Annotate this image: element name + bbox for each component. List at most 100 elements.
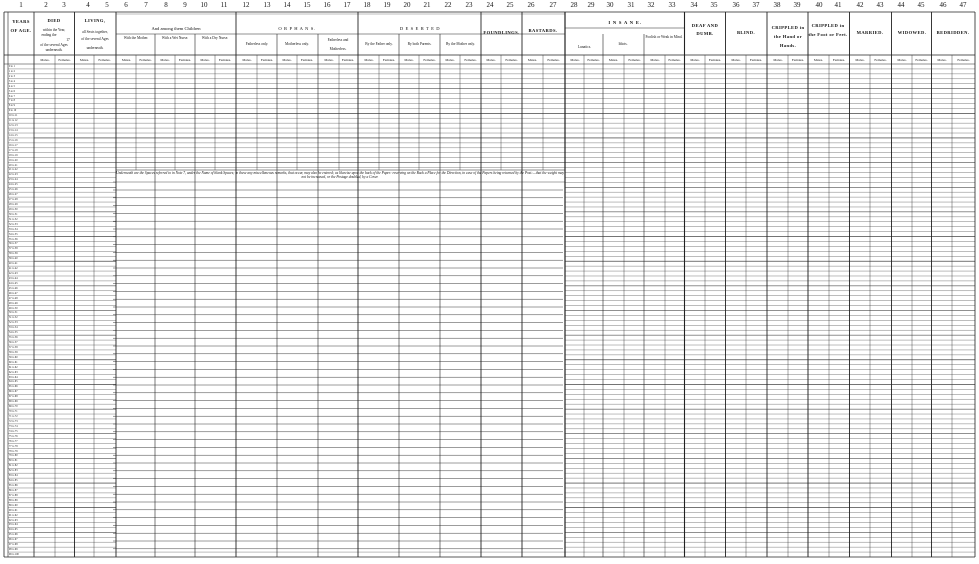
age-row-label: 21 to 22 bbox=[9, 168, 18, 172]
header-living-line: all Sexts together, bbox=[82, 30, 108, 34]
header-living-title: LIVING, bbox=[84, 18, 106, 23]
age-row-label: 15 to 16 bbox=[9, 138, 18, 142]
age-row-label: 91 to 92 bbox=[9, 513, 18, 517]
column-number: 29 bbox=[587, 1, 595, 9]
age-row-label: 90 to 91 bbox=[9, 508, 18, 512]
header-orphans-title: O R P H A N S. bbox=[278, 26, 316, 31]
age-row-label: 77 to 78 bbox=[9, 444, 18, 448]
header-years-of-age: YEARS OF AGE. bbox=[10, 19, 32, 33]
age-row-label: 53 to 54 bbox=[9, 326, 18, 330]
age-row-label: 40 to 41 bbox=[9, 262, 18, 266]
column-number: 30 bbox=[606, 1, 614, 9]
header-living-line: of the several Ages bbox=[81, 37, 109, 41]
column-number: 32 bbox=[647, 1, 655, 9]
column-number: 9 bbox=[183, 1, 187, 9]
column-number: 38 bbox=[773, 1, 781, 9]
age-row-label: 50 to 51 bbox=[9, 311, 18, 315]
age-row-label: 73 to 74 bbox=[9, 424, 18, 428]
column-number: 6 bbox=[124, 1, 128, 9]
age-row-label: 85 to 86 bbox=[9, 484, 18, 487]
females-label: Females. bbox=[300, 58, 314, 62]
age-row-label: 82 to 83 bbox=[9, 469, 18, 473]
age-row-label: 47 to 48 bbox=[9, 296, 18, 300]
header-crippled-hand: CRIPPLED in the Hand or Hands. bbox=[771, 25, 805, 48]
age-row-label: 9 to 10 bbox=[9, 109, 17, 113]
age-row-label: 30 to 31 bbox=[9, 212, 18, 216]
header-lunatics: Lunatics. bbox=[577, 45, 592, 49]
males-label: Males. bbox=[855, 58, 865, 62]
age-row-label: 86 to 87 bbox=[9, 488, 18, 492]
age-row-label: 78 to 79 bbox=[9, 449, 18, 453]
age-row-label: 4 to 5 bbox=[9, 84, 15, 88]
age-row-label: 67 to 68 bbox=[9, 395, 18, 399]
age-row-label: 1 to 2 bbox=[9, 69, 15, 73]
column-number: 41 bbox=[834, 1, 842, 9]
males-label: Males. bbox=[897, 58, 907, 62]
age-row-label: 65 to 66 bbox=[9, 385, 18, 389]
age-row-label: 48 to 49 bbox=[9, 301, 18, 305]
females-label: Females. bbox=[708, 58, 722, 62]
column-number: 46 bbox=[939, 1, 947, 9]
age-row-label: 72 to 73 bbox=[9, 419, 18, 423]
header-foundlings: FOUNDLINGS. bbox=[483, 30, 520, 35]
age-row-label: 99 to 100 bbox=[9, 553, 19, 557]
age-row-label: 84 to 85 bbox=[9, 479, 18, 483]
column-number: 4 bbox=[86, 1, 90, 9]
age-row-label: 60 to 61 bbox=[9, 360, 18, 364]
header-crippled-foot: CRIPPLED in the Foot or Feet. bbox=[808, 23, 848, 37]
males-label: Males. bbox=[324, 58, 334, 62]
females-label: Females. bbox=[382, 58, 396, 62]
males-label: Males. bbox=[608, 58, 619, 62]
header-bedridden: BEDRIDDEN. bbox=[936, 30, 970, 35]
age-row-label: 70 to 71 bbox=[9, 410, 18, 414]
column-number: 35 bbox=[710, 1, 718, 9]
age-row-label: 62 to 63 bbox=[9, 370, 18, 374]
females-label: Females. bbox=[547, 58, 560, 62]
age-row-label: 54 to 55 bbox=[9, 331, 18, 335]
column-number: 44 bbox=[897, 1, 905, 9]
males-label: Males. bbox=[690, 58, 700, 62]
age-row-label: 71 to 72 bbox=[9, 414, 18, 418]
header-widowed: WIDOWED. bbox=[897, 30, 927, 35]
column-number: 17 bbox=[343, 1, 351, 9]
males-label: Males. bbox=[813, 58, 824, 62]
age-row-label: 23 to 24 bbox=[9, 178, 18, 182]
age-row-label: 6 to 7 bbox=[9, 94, 15, 98]
column-number: 42 bbox=[856, 1, 864, 9]
age-row-label: 61 to 62 bbox=[9, 365, 18, 369]
age-row-label: 81 to 82 bbox=[9, 464, 18, 468]
females-label: Females. bbox=[505, 58, 518, 62]
age-row-label: 18 to 19 bbox=[9, 153, 18, 157]
males-label: Males. bbox=[242, 58, 252, 62]
age-row-label: 83 to 84 bbox=[9, 474, 18, 478]
age-row-label: 7 to 8 bbox=[9, 99, 15, 103]
females-label: Females. bbox=[791, 58, 805, 62]
females-label: Females. bbox=[587, 58, 600, 62]
column-number: 28 bbox=[570, 1, 578, 9]
column-number: 40 bbox=[815, 1, 823, 9]
age-row-label: 20 to 21 bbox=[9, 163, 18, 167]
age-row-label: 87 to 88 bbox=[9, 493, 18, 497]
age-row-label: 17 to 18 bbox=[9, 148, 18, 152]
males-label: Males. bbox=[650, 58, 660, 62]
age-row-label: 89 to 90 bbox=[9, 503, 18, 507]
age-row-label: 41 to 42 bbox=[9, 267, 18, 271]
males-label: Males. bbox=[40, 58, 50, 62]
females-label: Females. bbox=[178, 58, 192, 62]
females-label: Females. bbox=[915, 58, 928, 62]
column-number: 26 bbox=[527, 1, 535, 9]
column-number: 36 bbox=[732, 1, 740, 9]
females-label: Females. bbox=[832, 58, 846, 62]
header-with-wet-nurse: With a Wet Nurse. bbox=[161, 36, 189, 40]
age-row-label: 29 to 30 bbox=[9, 207, 18, 211]
age-row-label: 2 to 3 bbox=[9, 74, 15, 78]
age-row-label: 88 to 89 bbox=[9, 498, 18, 502]
header-living-line: underneath. bbox=[86, 46, 104, 50]
age-row-label: 37 to 38 bbox=[9, 247, 18, 251]
age-row-label: 58 to 59 bbox=[9, 350, 18, 354]
column-number: 16 bbox=[323, 1, 331, 9]
age-row-label: 76 to 77 bbox=[9, 439, 18, 443]
males-label: Males. bbox=[773, 58, 783, 62]
age-row-label: 16 to 17 bbox=[9, 143, 18, 147]
